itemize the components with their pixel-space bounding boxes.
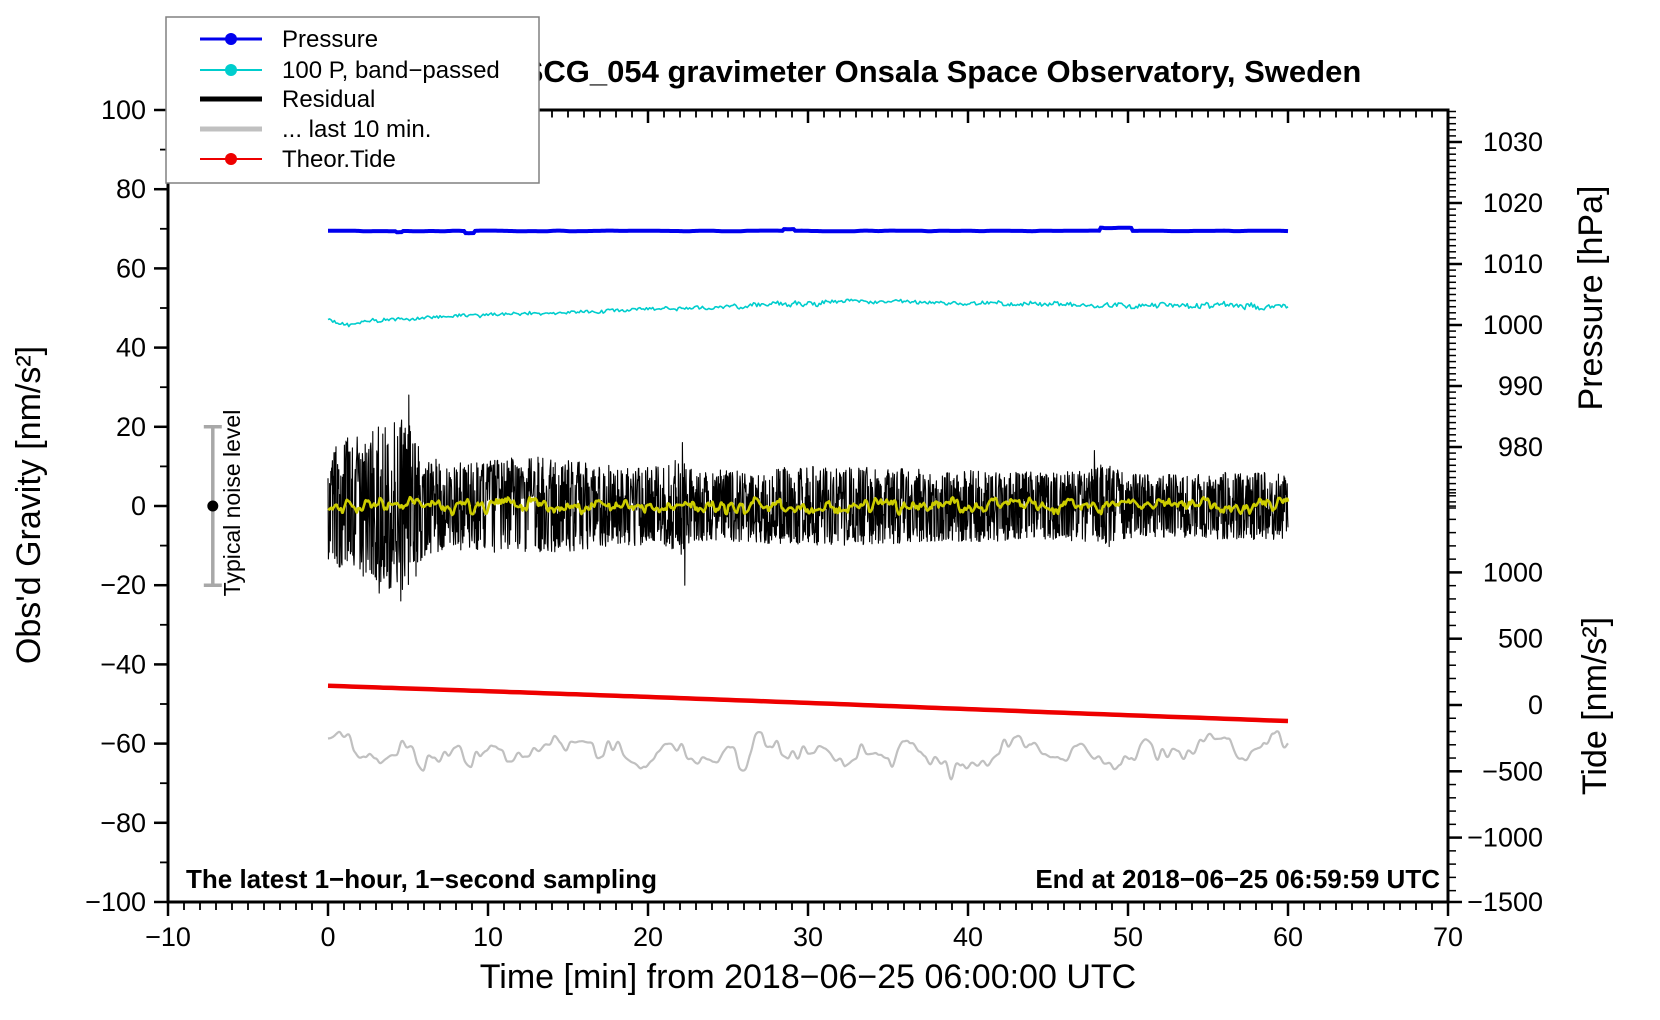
legend-item-label: 100 P, band−passed <box>282 57 500 84</box>
legend-dot-marker <box>225 33 237 45</box>
gravity-tick-label: 60 <box>116 253 146 283</box>
x-tick-label: 30 <box>793 922 823 952</box>
sampling-note: The latest 1−hour, 1−second sampling <box>186 864 657 894</box>
pressure-axis-label: Pressure [hPa] <box>1572 186 1610 411</box>
series-residual <box>327 394 1289 602</box>
x-tick-label: 20 <box>633 922 663 952</box>
frame-rect <box>166 108 1450 904</box>
legend-item-label: Pressure <box>282 26 378 53</box>
x-tick-label: 0 <box>320 922 335 952</box>
gravity-tick-label: −80 <box>100 808 146 838</box>
tide-tick-label: 500 <box>1498 624 1543 654</box>
x-tick-label: 70 <box>1433 922 1463 952</box>
x-tick-label: −10 <box>145 922 191 952</box>
series-last-10-min <box>327 730 1289 781</box>
series-band-passed-pressure <box>327 298 1289 328</box>
gravity-tick-label: −60 <box>100 729 146 759</box>
tide-tick-label: 0 <box>1528 690 1543 720</box>
pressure-tick-label: 980 <box>1498 432 1543 462</box>
legend-item-label: Theor.Tide <box>282 146 396 173</box>
plot-frame <box>166 108 1450 904</box>
end-time-note: End at 2018−06−25 06:59:59 UTC <box>1035 864 1440 894</box>
x-tick-label: 60 <box>1273 922 1303 952</box>
gravity-tick-label: 0 <box>131 491 146 521</box>
gravity-tick-label: −20 <box>100 570 146 600</box>
legend-item-label: Residual <box>282 86 375 113</box>
series-pressure <box>328 225 1289 236</box>
gravity-tick-label: 80 <box>116 174 146 204</box>
pressure-tick-label: 990 <box>1498 371 1543 401</box>
noise-center-dot <box>207 500 219 512</box>
legend-dot-marker <box>225 153 237 165</box>
series-residual-smoothed <box>327 495 1290 517</box>
tide-tick-label: −500 <box>1482 756 1543 786</box>
x-tick-label: 10 <box>473 922 503 952</box>
noise-level-marker: Typical noise level <box>203 410 245 597</box>
gravity-tick-label: 40 <box>116 333 146 363</box>
pressure-tick-label: 1010 <box>1483 249 1543 279</box>
pressure-tick-label: 1030 <box>1483 127 1543 157</box>
tide-tick-label: −1000 <box>1467 823 1543 853</box>
gravity-tick-label: −40 <box>100 649 146 679</box>
x-tick-label: 40 <box>953 922 983 952</box>
gravity-tick-label: 20 <box>116 412 146 442</box>
chart-title: SCG_054 gravimeter Onsala Space Observat… <box>523 54 1362 89</box>
series-lines <box>327 225 1290 781</box>
pressure-tick-label: 1020 <box>1483 188 1543 218</box>
series-theor-tide <box>327 683 1289 724</box>
legend-item-label: ... last 10 min. <box>282 116 431 143</box>
pressure-tick-label: 1000 <box>1483 310 1543 340</box>
tide-tick-label: −1500 <box>1467 887 1543 917</box>
noise-level-label: Typical noise level <box>219 410 245 597</box>
gravity-tick-label: 100 <box>101 95 146 125</box>
legend-dot-marker <box>225 64 237 76</box>
tide-tick-label: 1000 <box>1483 557 1543 587</box>
gravity-tick-label: −100 <box>85 887 146 917</box>
tide-axis-label: Tide [nm/s²] <box>1576 617 1614 795</box>
gravity-axis-label: Obs'd Gravity [nm/s²] <box>10 346 48 664</box>
time-axis-label: Time [min] from 2018−06−25 06:00:00 UTC <box>480 958 1136 996</box>
x-tick-label: 50 <box>1113 922 1143 952</box>
